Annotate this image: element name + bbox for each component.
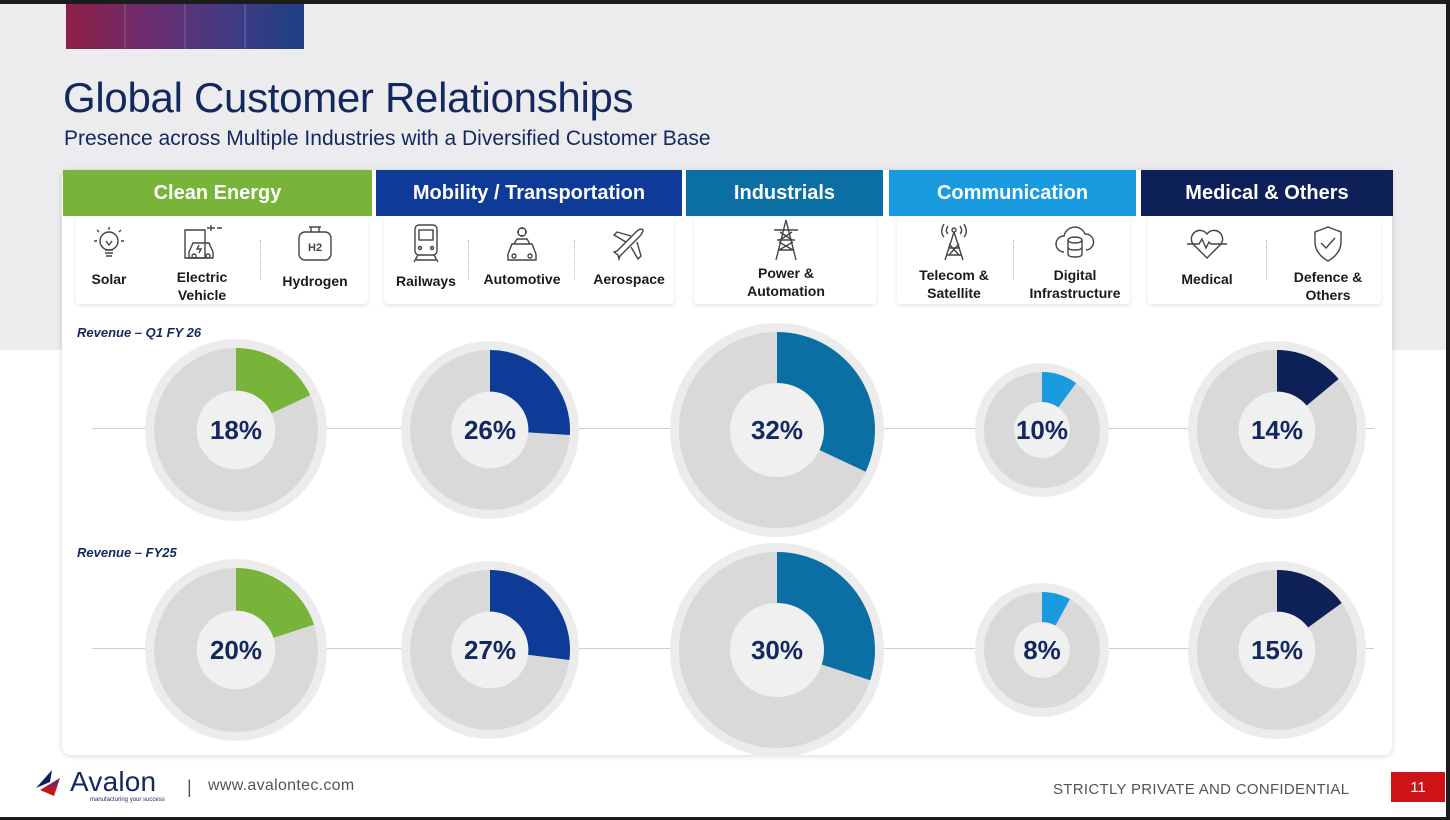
donut-label-s0-c0: 18% (210, 415, 262, 445)
item-medical: Medical (1162, 226, 1252, 288)
donut-hole-s0-c3 (1014, 402, 1070, 458)
header-mobility: Mobility / Transportation (376, 170, 682, 216)
h2-tank-icon: H2 (298, 226, 332, 261)
donut-label-s1-c2: 30% (751, 635, 803, 665)
item-telecom-satellite: Telecom & Satellite (903, 222, 1005, 302)
accent-strip (66, 4, 304, 49)
footer-separator: | (187, 777, 192, 797)
donut-hole-s0-c4 (1238, 391, 1316, 469)
plane-icon (612, 228, 644, 262)
antenna-icon (941, 223, 967, 261)
row-label-q1fy26: Revenue – Q1 FY 26 (77, 325, 202, 340)
car-icon (507, 227, 537, 261)
item-hydrogen: H2 Hydrogen (274, 222, 356, 290)
donut-label-s1-c1: 27% (464, 635, 516, 665)
panel-mobility: Railways Automotive Aerospace (384, 216, 674, 304)
donut-label-s0-c4: 14% (1251, 415, 1303, 445)
tower-icon (774, 219, 798, 261)
donut-label-s1-c4: 15% (1251, 635, 1303, 665)
item-electric-vehicle: Electric Vehicle (164, 220, 240, 304)
header-communication: Communication (889, 170, 1136, 216)
page-title: Global Customer Relationships (63, 74, 634, 121)
item-power-automation: Power & Automation (716, 218, 856, 300)
donut-hole-s0-c0 (196, 390, 276, 470)
item-railways: Railways (388, 222, 464, 290)
header-clean-energy: Clean Energy (63, 170, 372, 216)
donut-label-s0-c3: 10% (1016, 415, 1068, 445)
donut-hole-s0-c2 (729, 382, 825, 478)
brand-name: Avalon (70, 766, 157, 797)
row-label-fy25: Revenue – FY25 (77, 545, 177, 560)
ev-car-icon (184, 225, 222, 259)
bulb-icon (94, 227, 124, 257)
confidential-notice: STRICTLY PRIVATE AND CONFIDENTIAL (1053, 781, 1350, 798)
item-digital-infrastructure: Digital Infrastructure (1021, 220, 1129, 302)
bottom-border (0, 817, 1450, 820)
donut-hole-s1-c1 (451, 611, 529, 689)
right-border (1446, 0, 1450, 820)
brand-tagline: manufacturing your success (90, 797, 165, 803)
page-subtitle: Presence across Multiple Industries with… (64, 127, 711, 150)
top-border (0, 0, 1450, 4)
item-defence-others: Defence & Others (1276, 224, 1380, 304)
panel-clean-energy: Solar Electric Vehicle H2 Hydrogen (76, 216, 368, 304)
cloud-db-icon (1055, 226, 1095, 258)
panel-communication: Telecom & Satellite Digital Infrastructu… (897, 216, 1130, 304)
train-icon (413, 224, 439, 263)
panel-medical-others: Medical Defence & Others (1148, 216, 1381, 304)
item-automotive: Automotive (476, 224, 568, 288)
header-industrials: Industrials (686, 170, 883, 216)
header-medical-others: Medical & Others (1141, 170, 1393, 216)
donut-hole-s1-c0 (196, 610, 276, 690)
website-link[interactable]: www.avalontec.com (208, 777, 355, 794)
heartbeat-icon (1187, 229, 1227, 259)
donut-hole-s1-c3 (1014, 622, 1070, 678)
donut-label-s1-c0: 20% (210, 635, 262, 665)
shield-icon (1314, 226, 1342, 262)
svg-text:H2: H2 (308, 242, 322, 254)
donut-hole-s1-c2 (729, 602, 825, 698)
donut-hole-s1-c4 (1238, 611, 1316, 689)
donut-hole-s0-c1 (451, 391, 529, 469)
donut-label-s0-c1: 26% (464, 415, 516, 445)
donut-label-s1-c3: 8% (1023, 635, 1061, 665)
item-aerospace: Aerospace (584, 224, 674, 288)
donut-label-s0-c2: 32% (751, 415, 803, 445)
avalon-logo-icon (36, 770, 60, 796)
page-number: 11 (1391, 772, 1445, 802)
panel-industrials: Power & Automation (694, 216, 876, 304)
item-solar: Solar (82, 224, 136, 288)
